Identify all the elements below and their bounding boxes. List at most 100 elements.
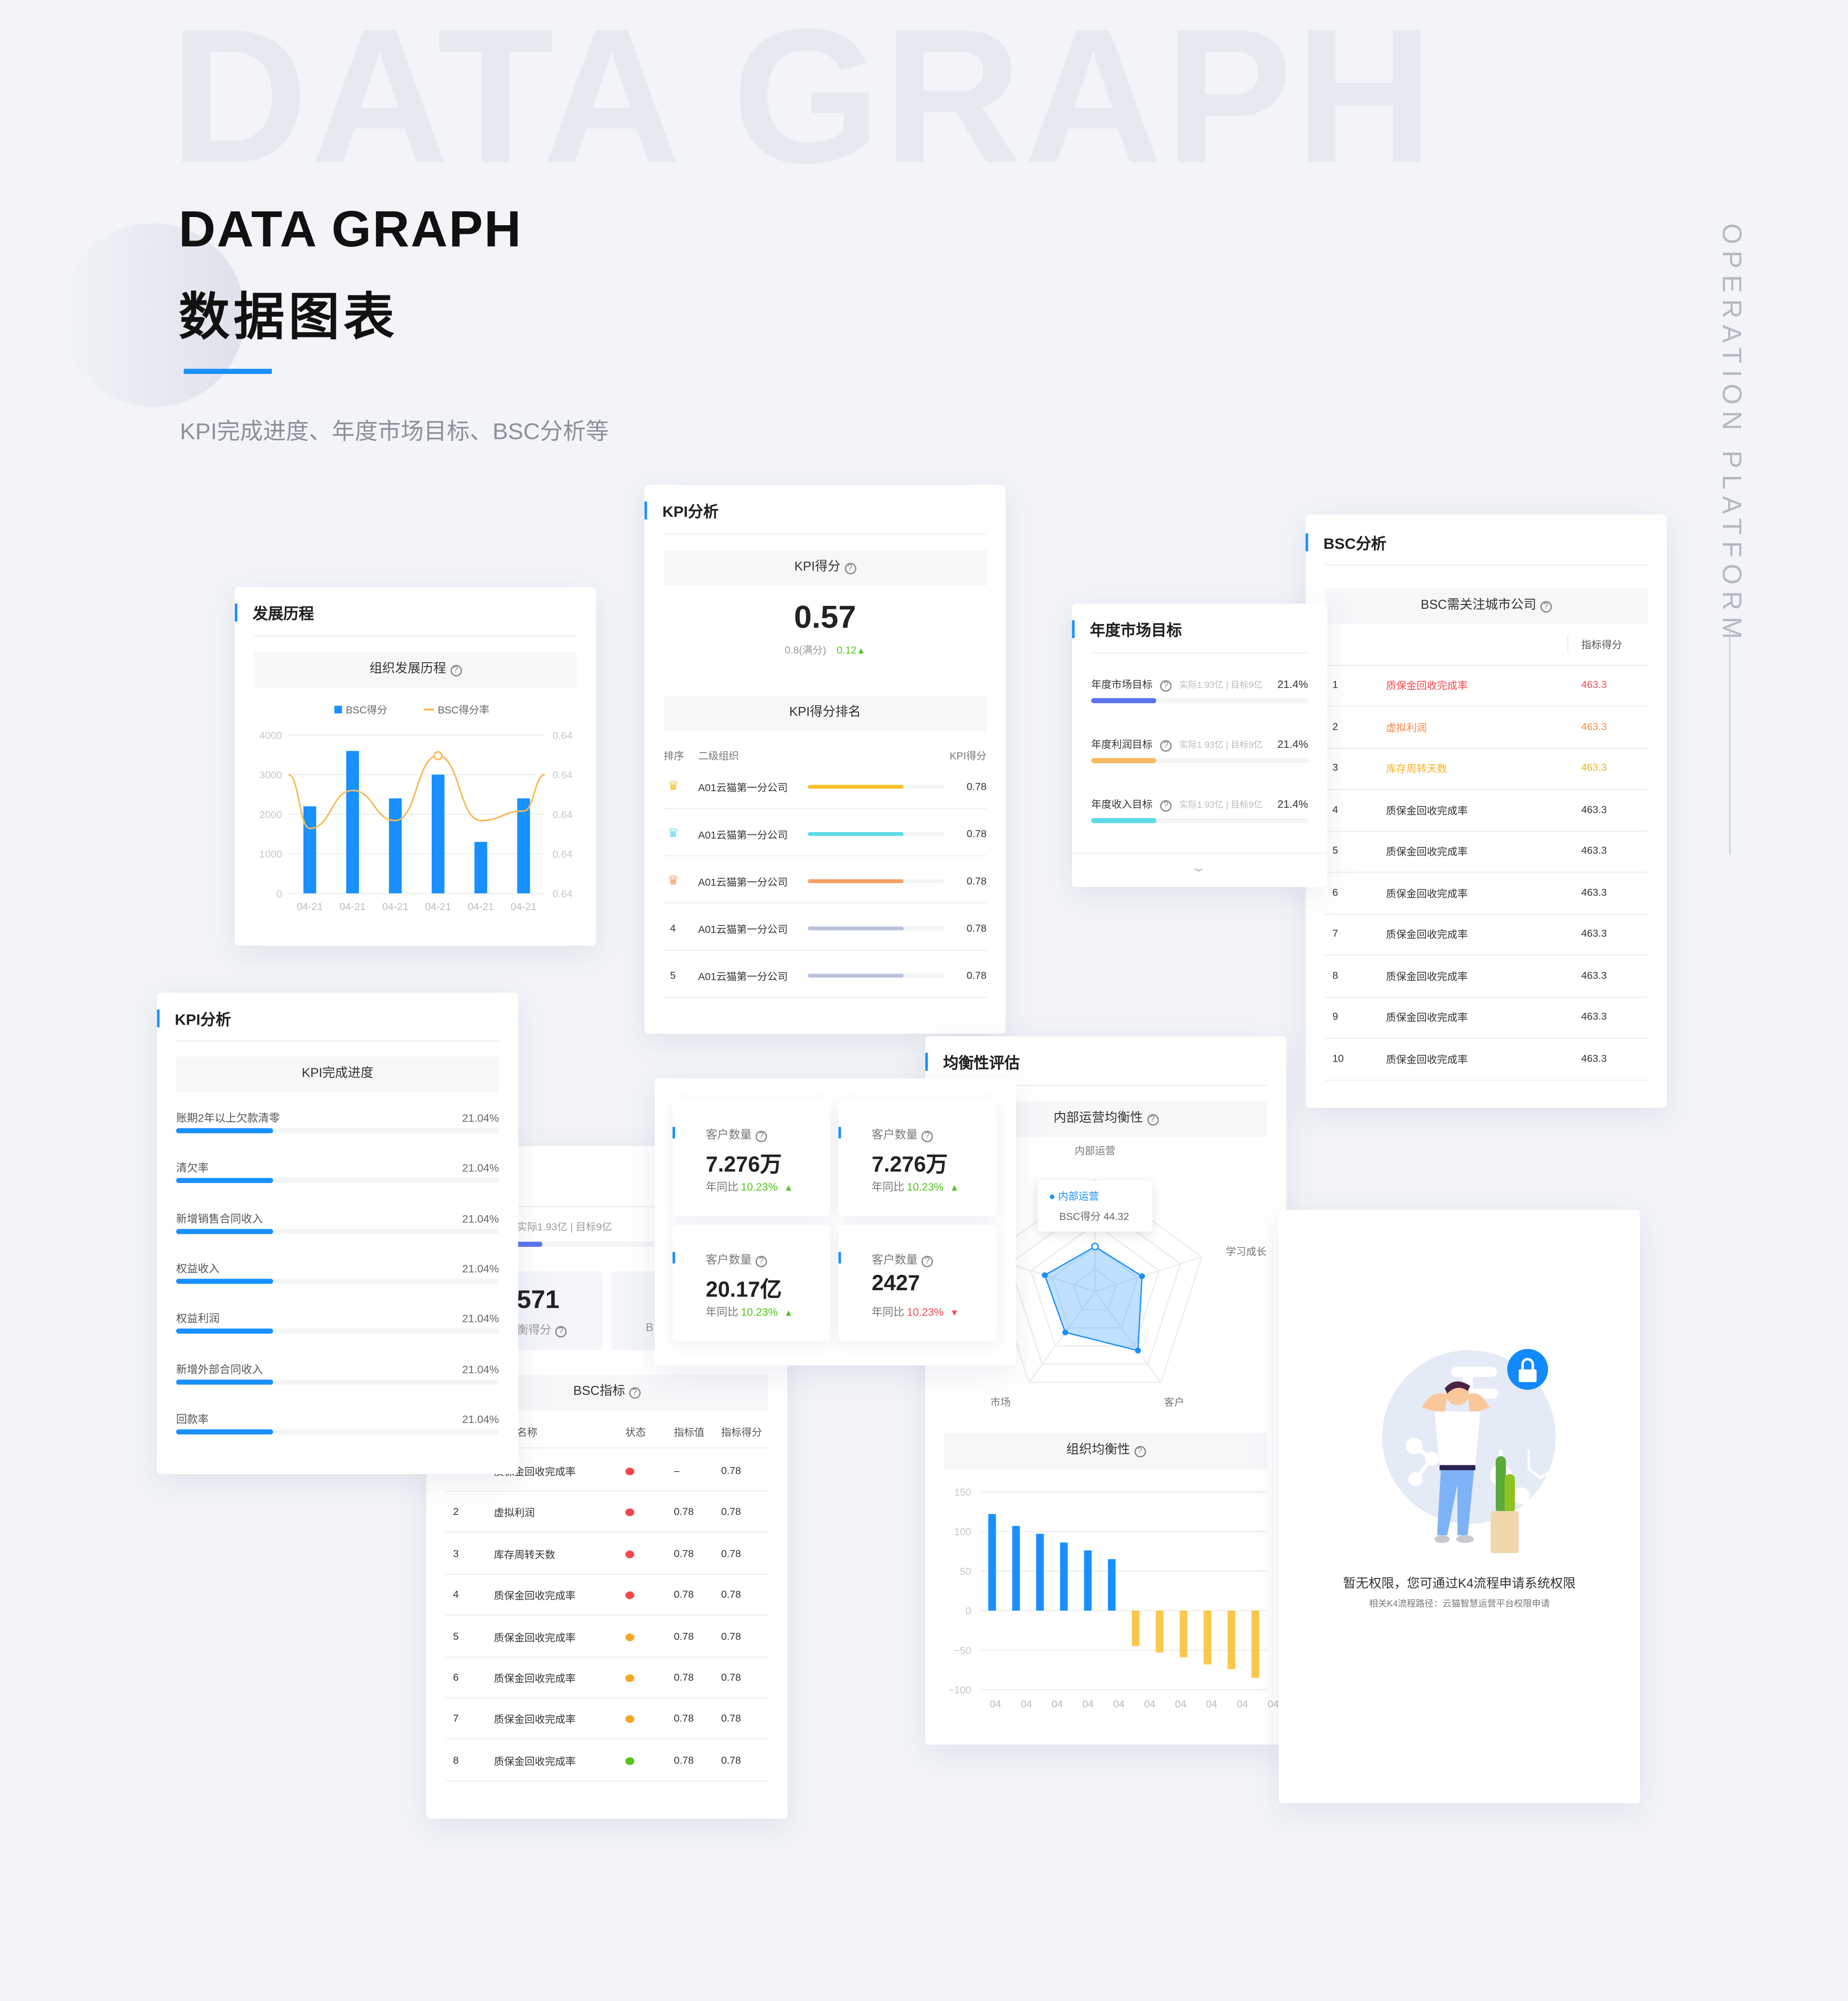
help-icon[interactable]: ? <box>844 563 856 575</box>
kpi-percent: 21.04% <box>462 1312 499 1325</box>
customer-stats-card: 客户数量? 7.276万 年同比 10.23% ▲ 客户数量? 7.276万 年同比 10.23… <box>654 1078 1016 1366</box>
radar-axis <box>1094 1291 1162 1383</box>
bsc-index-row: 6 质保金回收完成率 0.78 0.78 <box>426 1672 787 1690</box>
indicator-name: 质保金回收完成率 <box>494 1590 576 1602</box>
yoy-value: 10.23% <box>907 1305 944 1319</box>
y-tick-label: 150 <box>954 1487 971 1498</box>
kpi-progress-bar <box>176 1429 499 1435</box>
bsc-rate-line <box>288 755 545 830</box>
help-icon[interactable]: ? <box>755 1256 767 1268</box>
indicator-score: 463.3 <box>1581 1052 1607 1064</box>
help-icon[interactable]: ? <box>1160 800 1172 812</box>
col-header-rank: 排序 <box>663 750 684 762</box>
rank-number: 6 <box>453 1671 459 1683</box>
help-icon[interactable]: ? <box>555 1326 567 1338</box>
kpi-progress-fill <box>176 1278 273 1284</box>
crown-bronze-icon: ♛ <box>667 874 679 888</box>
help-icon[interactable]: ? <box>1160 740 1172 752</box>
y2-tick-label: 0.64 <box>552 888 572 899</box>
indicator-name: 质保金回收完成率 <box>494 1673 576 1685</box>
y-tick-label: 0 <box>965 1606 971 1617</box>
rank-number: 7 <box>1332 927 1338 939</box>
x-tick-label: 04-21 <box>339 901 365 912</box>
section-title: BSC需关注城市公司 <box>1421 598 1537 613</box>
help-icon[interactable]: ? <box>629 1387 641 1399</box>
dot-icon: ● <box>1049 1191 1058 1203</box>
indicator-name: 质保金回收完成率 <box>1386 929 1468 941</box>
x-tick-label: 04 <box>1144 1699 1155 1710</box>
rank-number: 4 <box>1332 803 1338 815</box>
target-progress-fill <box>1091 758 1156 763</box>
org-name: A01云猫第一分公司 <box>698 924 788 936</box>
y-tick-label: 50 <box>960 1566 972 1577</box>
rank-number: 1 <box>1332 679 1338 691</box>
section-header: 组织发展历程? <box>254 652 577 688</box>
title-accent-line <box>183 369 272 374</box>
target-label: 年度收入目标 <box>1091 799 1153 810</box>
section-title: 内部运营均衡性 <box>1053 1111 1143 1126</box>
indicator-name: 质保金回收完成率 <box>494 1714 576 1726</box>
y2-tick-label: 0.64 <box>552 730 572 741</box>
positive-bar <box>988 1514 996 1611</box>
target-progress-bar <box>1091 818 1309 823</box>
status-dot-icon <box>625 1716 634 1724</box>
trend-down-icon: ▼ <box>950 1309 959 1319</box>
x-tick-label: 04 <box>1052 1699 1063 1710</box>
y-tick-label: 4000 <box>259 730 282 741</box>
card-title: KPI分析 <box>175 1011 231 1029</box>
customer-stat-tile: 客户数量? 20.17亿 年同比 10.23% ▲ <box>672 1225 831 1342</box>
status-dot-icon <box>625 1509 634 1517</box>
section-title: KPI完成进度 <box>302 1066 373 1081</box>
bsc-score-bar <box>432 774 445 894</box>
x-tick-label: 04-21 <box>511 901 537 912</box>
help-icon[interactable]: ? <box>1146 1114 1158 1126</box>
indicator-name: 质保金回收完成率 <box>1386 680 1468 692</box>
radar-point <box>1139 1273 1145 1280</box>
trend-up-icon: ▲ <box>950 1184 959 1193</box>
help-icon[interactable]: ? <box>921 1130 933 1142</box>
yoy-value: 10.23% <box>907 1180 944 1193</box>
indicator-name: 质保金回收完成率 <box>1386 805 1468 816</box>
x-tick-label: 04 <box>1113 1699 1125 1710</box>
x-tick-label: 04 <box>1237 1699 1248 1710</box>
help-icon[interactable]: ? <box>1160 680 1172 692</box>
highlight-point <box>433 751 443 760</box>
bsc-row: 9 质保金回收完成率 463.3 <box>1306 1011 1667 1031</box>
col-header-org: 二级组织 <box>698 750 739 762</box>
status-dot-icon <box>625 1757 634 1765</box>
legend-label: BSC得分 <box>346 704 387 716</box>
help-icon[interactable]: ? <box>1540 601 1552 613</box>
kpi-percent: 21.04% <box>462 1362 499 1375</box>
history-card: 发展历程 组织发展历程? BSC得分 BSC得分率 0 0.64 1000 0.64 200… <box>234 587 596 946</box>
target-percent: 21.4% <box>1277 737 1309 751</box>
score-bar <box>808 879 945 884</box>
help-icon[interactable]: ? <box>1134 1446 1146 1458</box>
indicator-name: 质保金回收完成率 <box>494 1631 576 1643</box>
y2-tick-label: 0.64 <box>552 770 572 781</box>
kpi-label: 权益利润 <box>176 1312 220 1325</box>
stat-label: 客户数量 <box>872 1253 918 1266</box>
kpi-score-card: KPI分析 KPI得分? 0.57 0.8(满分) 0.12▲ KPI得分排名 … <box>644 485 1006 1034</box>
rank-number: 4 <box>453 1589 459 1601</box>
card-title: KPI分析 <box>662 502 719 521</box>
indicator-score: 463.3 <box>1581 969 1607 981</box>
indicator-name: 虚拟利润 <box>494 1507 535 1519</box>
rank-number: 8 <box>1332 969 1338 981</box>
x-tick-label: 04-21 <box>425 901 451 912</box>
help-icon[interactable]: ? <box>755 1130 767 1142</box>
x-tick-label: 04-21 <box>468 901 494 912</box>
bsc-score-bar <box>389 798 402 894</box>
kpi-progress-fill <box>176 1128 273 1133</box>
card-title: 发展历程 <box>253 605 314 623</box>
indicator-value: 0.78 <box>674 1671 694 1683</box>
help-icon[interactable]: ? <box>921 1256 933 1268</box>
indicator-name: 质保金回收完成率 <box>1386 1012 1468 1024</box>
rank-number: 2 <box>1332 720 1338 732</box>
y-tick-label: 2000 <box>259 809 282 821</box>
positive-bar <box>1084 1550 1092 1611</box>
kpi-label: 清欠率 <box>176 1162 209 1175</box>
bsc-index-row: 8 质保金回收完成率 0.78 0.78 <box>426 1755 787 1772</box>
help-icon[interactable]: ? <box>449 665 462 677</box>
chevron-down-icon[interactable]: ⌄ <box>1190 861 1207 876</box>
